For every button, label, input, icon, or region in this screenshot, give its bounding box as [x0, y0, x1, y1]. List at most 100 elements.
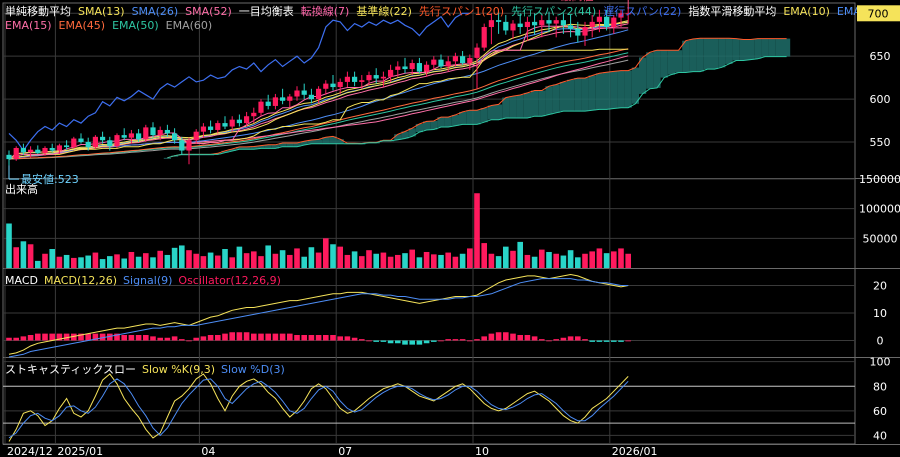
candle-body — [359, 80, 365, 82]
oscillator-bar — [380, 340, 387, 342]
cloud-segment — [279, 143, 287, 147]
cloud-segment — [768, 38, 776, 57]
candle-body — [157, 129, 163, 136]
volume-bar — [186, 250, 192, 268]
oscillator-bar — [330, 335, 336, 341]
oscillator-bar — [402, 340, 408, 345]
volume-bar — [13, 247, 19, 268]
cloud-segment — [487, 105, 495, 120]
volume-bar — [157, 250, 163, 268]
candle-body — [179, 140, 185, 151]
candle-body — [452, 56, 458, 62]
cloud-segment — [444, 117, 452, 127]
candle-body — [64, 145, 70, 148]
oscillator-bar — [121, 335, 127, 341]
volume-bar — [279, 250, 286, 268]
candle-body — [568, 25, 574, 29]
cloud-segment — [761, 38, 769, 57]
candle-body — [352, 76, 358, 82]
oscillator-bar — [337, 336, 343, 341]
cloud-segment — [581, 78, 589, 112]
oscillator-bar — [258, 333, 264, 341]
volume-bar — [20, 241, 27, 268]
volume-title: 出来高 — [5, 182, 38, 196]
oscillator-bar — [510, 333, 516, 341]
volume-bar — [63, 254, 70, 268]
volume-bar — [611, 251, 617, 268]
oscillator-bar — [488, 333, 495, 341]
oscillator-bar — [589, 340, 595, 342]
candle-body — [589, 21, 595, 28]
candle-body — [121, 135, 127, 138]
candle-body — [229, 119, 235, 127]
cloud-segment — [459, 111, 467, 125]
candle-body — [143, 127, 149, 140]
candle-body — [107, 140, 113, 147]
x-tick-label: 07 — [338, 445, 352, 457]
cloud-segment — [199, 154, 207, 156]
oscillator-bar — [438, 340, 444, 342]
candle-body — [294, 90, 300, 97]
candle-body — [496, 20, 502, 22]
cloud-segment — [775, 38, 783, 57]
candle-body — [395, 66, 401, 70]
oscillator-bar — [207, 335, 214, 341]
cloud-segment — [336, 139, 344, 144]
volume-bar — [114, 254, 120, 268]
candle-body — [208, 126, 214, 130]
legend-item: 遅行スパン(22) — [603, 5, 681, 18]
macd-y-tick-label: 10 — [873, 307, 887, 320]
volume-bars — [6, 193, 631, 268]
candle-body — [35, 149, 41, 154]
candle-body — [532, 21, 538, 26]
oscillator-bar — [373, 340, 379, 342]
oscillator-bar — [517, 335, 523, 341]
volume-bar — [135, 256, 142, 268]
legend-item: 先行スパン1(20) — [419, 5, 504, 18]
volume-bar — [236, 246, 243, 268]
legend-item: EMA(45) — [59, 19, 106, 32]
cloud-segment — [660, 50, 668, 78]
cloud-segment — [423, 121, 431, 130]
volume-bar — [524, 254, 531, 268]
oscillator-bar — [114, 333, 120, 341]
macd-panel-content — [6, 273, 631, 358]
volume-bar — [308, 247, 315, 268]
cloud-segment — [293, 143, 301, 147]
oscillator-bar — [63, 333, 70, 341]
stoch-line-0 — [8, 373, 629, 442]
oscillator-bar — [135, 335, 142, 341]
stoch-y-tick-label: 60 — [873, 405, 887, 418]
candle-body — [625, 13, 631, 15]
candle-body — [280, 97, 286, 101]
oscillator-bar — [603, 340, 610, 342]
cloud-segment — [631, 67, 639, 104]
cloud-segment — [653, 50, 661, 88]
volume-bar — [618, 248, 624, 268]
oscillator-bar — [387, 340, 394, 344]
candle-body — [409, 63, 415, 70]
candle-body — [524, 21, 530, 28]
volume-bar — [625, 253, 631, 268]
volume-bar — [301, 256, 307, 268]
stoch-line-1 — [8, 378, 629, 439]
volume-bar — [366, 250, 372, 268]
volume-bar — [200, 256, 207, 268]
volume-bar — [294, 248, 300, 268]
cloud-segment — [473, 110, 481, 125]
cloud-segment — [545, 86, 553, 115]
min-price-annotation: 最安値:523 — [21, 172, 79, 186]
volume-bar — [402, 253, 408, 268]
candle-body — [6, 154, 12, 160]
cloud-segment — [523, 92, 531, 118]
cloud-segment — [509, 96, 517, 118]
cloud-segment — [739, 39, 747, 61]
chikou-span-line — [8, 12, 470, 152]
oscillator-bar — [531, 336, 538, 341]
oscillator-bar — [474, 339, 480, 341]
candle-body — [136, 133, 142, 140]
cloud-segment — [264, 144, 272, 149]
cloud-segment — [603, 72, 611, 110]
candle-body — [344, 76, 350, 82]
last-price-tag-text: 700 — [868, 7, 889, 20]
